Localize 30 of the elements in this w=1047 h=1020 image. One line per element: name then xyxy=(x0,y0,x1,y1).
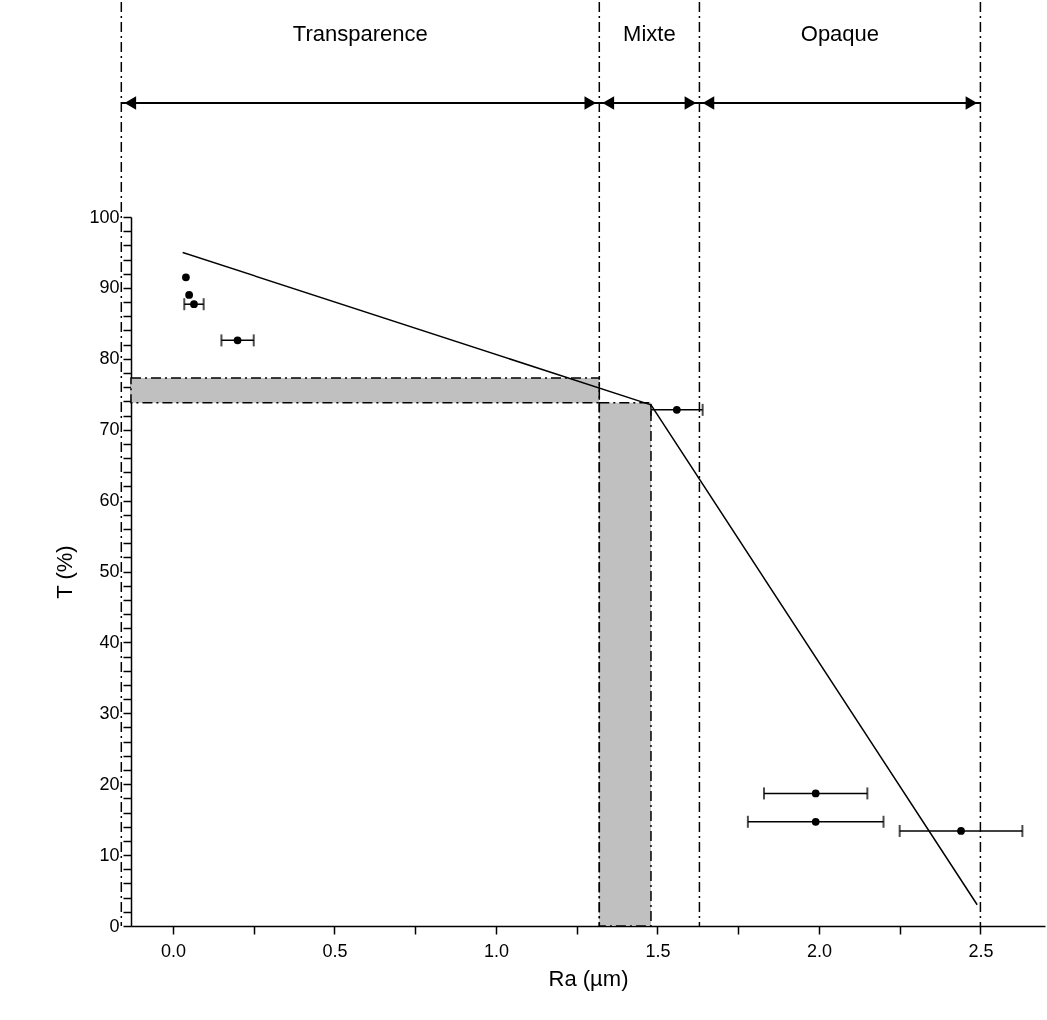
y-tick-label: 60 xyxy=(99,490,120,511)
text: Mixte xyxy=(623,21,676,46)
x-tick-label: 0.0 xyxy=(160,940,186,961)
y-tick-label: 70 xyxy=(99,419,120,440)
y-axis-title: T (%) xyxy=(52,545,78,599)
point xyxy=(811,817,820,826)
y-tick-label: 90 xyxy=(99,277,120,298)
x-tick-label: 2.0 xyxy=(806,940,832,961)
y-tick-label: 30 xyxy=(99,702,120,723)
y-tick-label: 100 xyxy=(89,206,120,227)
point xyxy=(811,789,820,798)
point xyxy=(672,405,681,414)
point xyxy=(182,273,190,282)
x-tick-label: 1.5 xyxy=(645,940,671,961)
point xyxy=(190,300,198,309)
y-tick-label: 80 xyxy=(99,348,120,369)
x-tick-label: 0.5 xyxy=(322,940,348,961)
y-tick-label: 50 xyxy=(99,561,120,581)
x-axis-title: Ra (µm) xyxy=(548,965,629,991)
x-tick-label: 1.0 xyxy=(483,940,509,961)
text: Transparence xyxy=(292,21,428,46)
y-tick-label: 0 xyxy=(109,915,120,936)
x-tick-label: 2.5 xyxy=(968,940,994,961)
y-tick-label: 10 xyxy=(99,844,120,865)
point xyxy=(185,291,194,299)
y-tick-label: 20 xyxy=(99,773,120,794)
y-tick-label: 40 xyxy=(99,631,120,652)
point xyxy=(957,827,965,835)
point xyxy=(233,336,242,345)
text: Opaque xyxy=(800,21,880,46)
